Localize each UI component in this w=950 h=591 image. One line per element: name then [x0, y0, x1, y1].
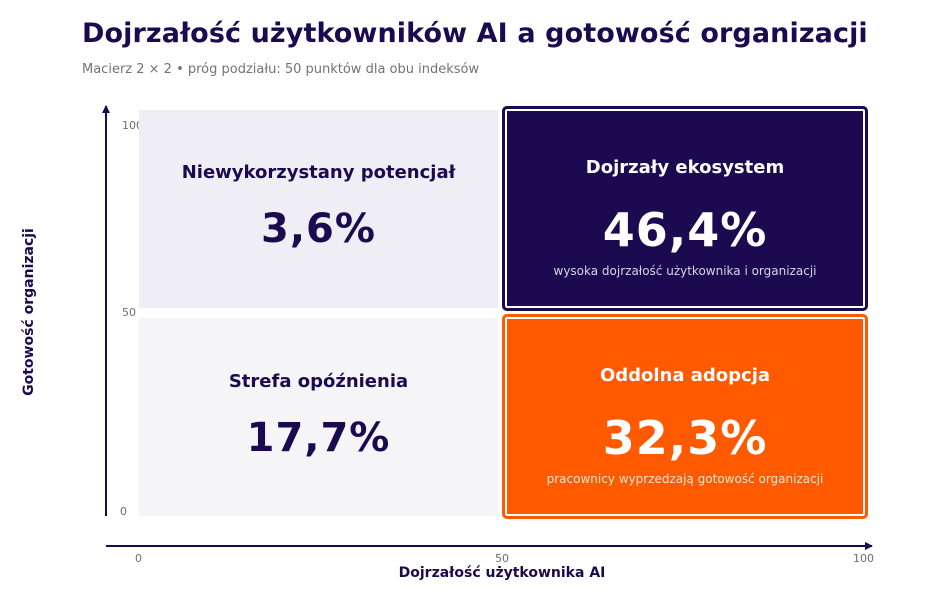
quadrant-label: Oddolna adopcja [599, 365, 771, 386]
chart-title: Dojrzałość użytkowników AI a gotowość or… [82, 18, 868, 49]
x-tick-label: 100 [853, 552, 874, 565]
quadrant-label: Dojrzały ekosystem [585, 157, 785, 178]
y-tick-label: 50 [122, 306, 136, 319]
x-tick-label: 50 [495, 552, 509, 565]
quadrant-bottom-left: Strefa opóźnienia 17,7% [139, 318, 498, 516]
quadrant-bottom-right: Oddolna adopcja 32,3% pracownicy wyprzed… [502, 314, 868, 519]
quadrant-value: 17,7% [246, 415, 391, 461]
y-tick-label: 100 [122, 119, 143, 132]
quadrant-value: 32,3% [602, 411, 768, 465]
quadrant-value: 46,4% [602, 203, 768, 257]
quadrant-description: pracownicy wyprzedzają gotowość organiza… [546, 472, 824, 486]
x-tick-label: 0 [135, 552, 142, 565]
quadrant-label: Strefa opóźnienia [228, 371, 409, 392]
y-axis-label: Gotowość organizacji [21, 228, 37, 396]
chart-subtitle: Macierz 2 × 2 • próg podziału: 50 punktó… [82, 62, 480, 77]
quadrant-label: Niewykorzystany potencjał [181, 162, 456, 183]
quadrant-top-left: Niewykorzystany potencjał 3,6% [139, 110, 498, 308]
quadrant-top-right: Dojrzały ekosystem 46,4% wysoka dojrzało… [502, 106, 868, 311]
quadrant-description: wysoka dojrzałość użytkownika i organiza… [553, 264, 817, 278]
x-axis-label: Dojrzałość użytkownika AI [398, 565, 606, 581]
y-tick-label: 0 [120, 505, 127, 518]
quadrant-value: 3,6% [261, 206, 376, 252]
